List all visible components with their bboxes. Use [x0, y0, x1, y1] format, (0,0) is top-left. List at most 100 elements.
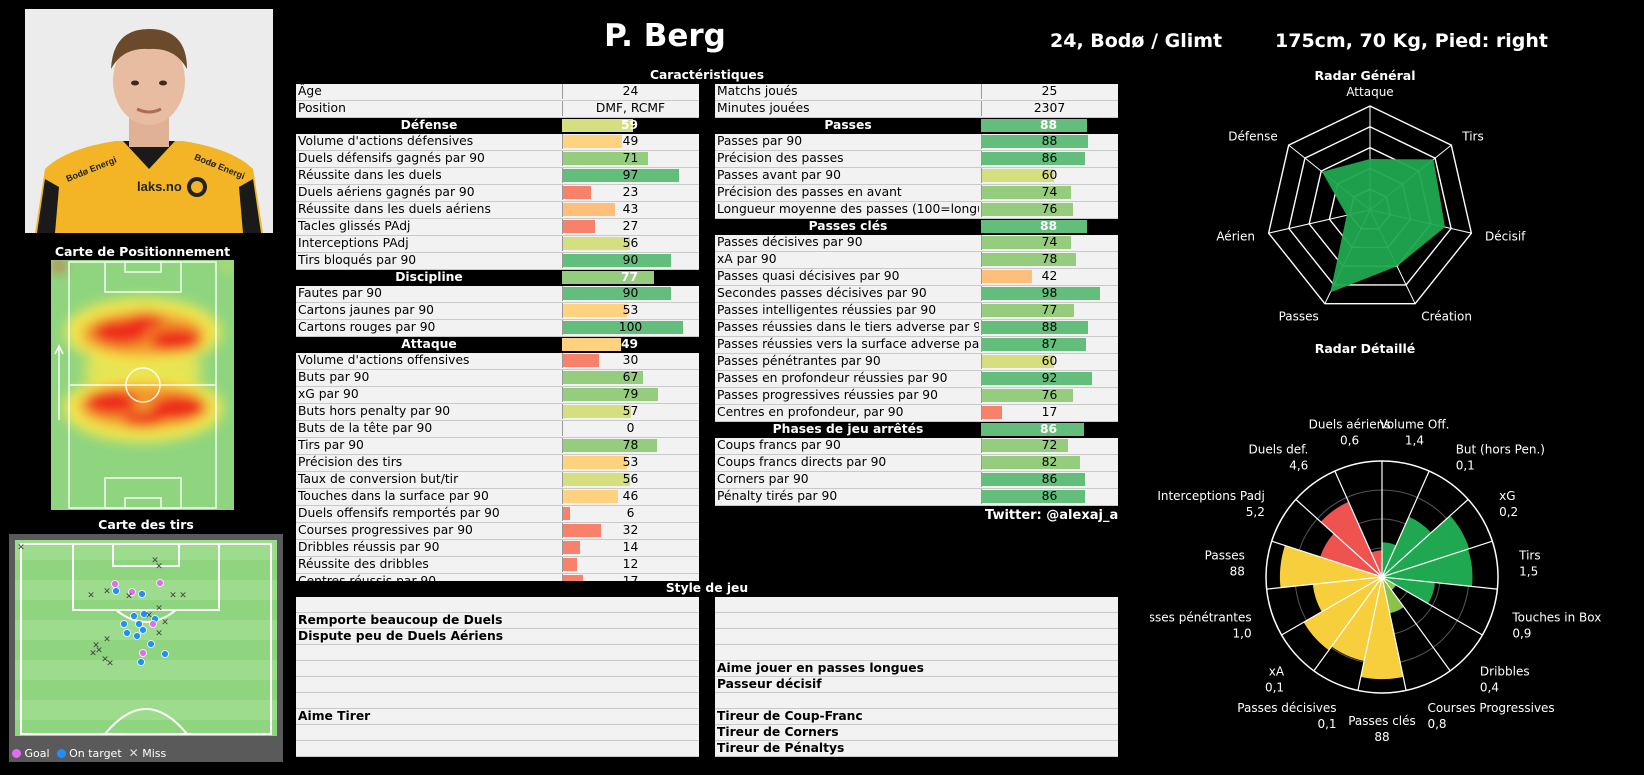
stat-cell: 90	[562, 253, 698, 268]
shot-goal-marker	[128, 588, 136, 596]
stat-value: 6	[626, 506, 635, 520]
shot-miss-marker: ✕	[103, 635, 111, 645]
shot-on-target-marker	[120, 620, 128, 628]
stat-bar	[982, 372, 1093, 385]
stat-label: Touches dans la surface par 90	[298, 489, 489, 503]
stat-row: Passes en profondeur réussies par 90 92	[715, 371, 1118, 388]
stat-label: Coups francs par 90	[717, 438, 841, 452]
section-score-cell: 49	[562, 337, 697, 352]
stat-label: Tirs par 90	[298, 438, 364, 452]
stat-cell: 67	[562, 370, 698, 385]
shot-on-target-marker	[137, 658, 145, 666]
polar-label-name: Volume Off.	[1379, 417, 1449, 431]
polar-bar	[1382, 516, 1432, 577]
section-score-bar	[981, 119, 1087, 132]
stat-bar	[982, 321, 1088, 334]
shirt-sponsor: laks.no	[137, 179, 182, 194]
stat-value: 17	[1041, 405, 1058, 419]
stat-row: Tirs par 90 78	[296, 438, 699, 455]
right-stats-table: Matchs joués 25 Minutes jouées 2307 Passes 88…	[715, 84, 1118, 506]
polar-label-value: 4,6	[1289, 459, 1308, 473]
stat-bar	[982, 203, 1074, 216]
radar-axis-label: Attaque	[1346, 86, 1393, 99]
section-score: 88	[1039, 118, 1058, 132]
play-style-row	[296, 645, 699, 661]
stat-label: Volume d'actions défensives	[298, 134, 474, 148]
section-score-cell: 77	[562, 270, 697, 285]
stat-bar	[563, 169, 680, 182]
stat-bar	[563, 152, 649, 165]
stat-row: Passes réussies vers la surface adverse …	[715, 337, 1118, 354]
stat-cell: 98	[981, 286, 1117, 301]
section-score-bar	[981, 220, 1087, 233]
player-name: P. Berg	[604, 18, 726, 54]
polar-label-name: Passes clés	[1348, 714, 1416, 728]
stat-bar	[982, 270, 1033, 283]
stat-value: 42	[1041, 269, 1058, 283]
stat-row: Taux de conversion but/tir 56	[296, 472, 699, 489]
stat-label: Réussite des dribbles	[298, 557, 429, 571]
polar-divider	[1381, 576, 1483, 636]
stat-label: Tirs bloqués par 90	[298, 253, 417, 267]
stat-value: 79	[622, 387, 639, 401]
stat-value: 88	[1041, 134, 1058, 148]
stat-label: Passes réussies dans le tiers adverse pa…	[717, 320, 979, 334]
stat-value: 53	[622, 303, 639, 317]
play-style-row	[296, 725, 699, 741]
shot-on-target-marker	[147, 640, 155, 648]
polar-label-value: 88	[1374, 730, 1389, 744]
shot-miss-marker: ✕	[155, 562, 163, 572]
section-header: Attaque 49	[296, 337, 699, 353]
stat-label: xA par 90	[717, 252, 777, 266]
stat-bar	[563, 135, 622, 148]
info-label: Âge	[298, 84, 322, 98]
play-style-row: Aime Tirer	[296, 709, 699, 725]
shot-miss-marker: ✕	[179, 591, 187, 601]
stat-cell: 76	[981, 388, 1117, 403]
stat-cell: 88	[981, 134, 1117, 149]
radar-general-title: Radar Général	[1314, 68, 1416, 83]
player-physical: 175cm, 70 Kg, Pied: right	[1275, 30, 1548, 52]
stat-label: Centres en profondeur, par 90	[717, 405, 904, 419]
stat-value: 92	[1041, 371, 1058, 385]
polar-label-value: 1,4	[1405, 433, 1424, 447]
shot-miss-marker: ✕	[151, 556, 159, 566]
radar-axis-label: Tirs	[1461, 129, 1483, 143]
stat-row: Interceptions PAdj 56	[296, 236, 699, 253]
stat-cell: 27	[562, 219, 698, 234]
polar-divider	[1334, 470, 1383, 578]
stat-row: Volume d'actions défensives 49	[296, 134, 699, 151]
play-style-row: Dispute peu de Duels Aériens	[296, 629, 699, 645]
info-row: Position DMF, RCMF	[296, 101, 699, 118]
polar-divider	[1271, 540, 1383, 578]
info-value: DMF, RCMF	[595, 101, 666, 115]
stat-label: Pénalty tirés par 90	[717, 489, 838, 503]
shot-on-target-marker	[112, 587, 120, 595]
section-score-cell: 86	[981, 422, 1116, 437]
stat-bar	[982, 338, 1087, 351]
stat-cell: 32	[562, 523, 698, 538]
stat-cell: 76	[981, 202, 1117, 217]
stat-bar	[982, 253, 1076, 266]
stat-label: Coups francs directs par 90	[717, 455, 887, 469]
stat-bar	[982, 473, 1086, 486]
stat-row: Passes quasi décisives par 90 42	[715, 269, 1118, 286]
stat-value: 30	[622, 353, 639, 367]
stat-bar	[563, 541, 580, 554]
stat-bar	[982, 490, 1086, 503]
radar-axis-label: Création	[1421, 309, 1472, 323]
stat-label: Passes en profondeur réussies par 90	[717, 371, 948, 385]
section-score: 86	[1039, 422, 1058, 436]
shot-on-target-marker	[123, 629, 131, 637]
stat-cell: 74	[981, 185, 1117, 200]
section-title: Défense	[400, 118, 458, 132]
stat-row: Centres en profondeur, par 90 17	[715, 405, 1118, 422]
positioning-map-title: Carte de Positionnement	[54, 244, 231, 259]
stat-bar	[563, 405, 632, 418]
shot-miss-marker: ✕	[95, 646, 103, 656]
shot-miss-marker: ✕	[101, 655, 109, 665]
section-title: Passes	[824, 118, 872, 132]
polar-label-name: But (hors Pen.)	[1456, 443, 1545, 457]
stat-cell: 86	[981, 151, 1117, 166]
shot-on-target-marker	[140, 610, 148, 618]
